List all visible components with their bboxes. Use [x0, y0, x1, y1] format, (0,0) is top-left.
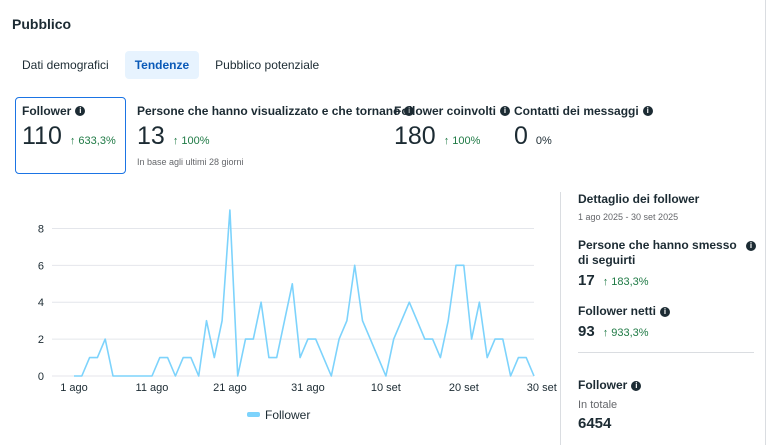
series-line-follower [74, 209, 535, 377]
metric-value: 13 [137, 122, 165, 150]
y-tick-label: 0 [38, 371, 44, 383]
y-tick-label: 6 [38, 260, 44, 272]
metric-label: Follower coinvolti [394, 104, 497, 118]
follower-trend-chart: 0 2 4 6 8 1 ago 11 ago 21 ago 31 ago 10 set 20 set… [0, 190, 560, 440]
info-icon[interactable]: i [642, 106, 653, 116]
metric-card-message-contacts[interactable]: Contatti dei messaggi i 0 0% [514, 97, 653, 151]
page-title: Pubblico [12, 16, 72, 32]
stat-label: Persone che hanno smesso di seguirti [578, 238, 737, 267]
x-tick-label: 11 ago [136, 382, 169, 394]
stat-label: Follower netti [578, 304, 656, 318]
panel-border [765, 0, 766, 445]
net-followers-stat: Follower netti i 93 ↑ 933,3% [578, 304, 756, 340]
info-icon[interactable]: i [660, 306, 670, 317]
stat-sublabel: In totale [578, 399, 618, 411]
metric-change: ↑ 100% [172, 135, 210, 147]
info-icon[interactable]: i [746, 241, 756, 251]
x-tick-label: 31 ago [291, 382, 325, 394]
metric-value: 110 [22, 122, 62, 150]
metric-label: Contatti dei messaggi [514, 104, 639, 118]
x-tick-label: 1 ago [60, 382, 88, 394]
metric-label: Persone che hanno visualizzato e che tor… [137, 104, 401, 118]
chart-svg: 0 2 4 6 8 1 ago 11 ago 21 ago 31 ago 10 set 20 set… [38, 209, 557, 422]
metric-card-returning-viewers[interactable]: Persone che hanno visualizzato e che tor… [137, 97, 415, 167]
tab-bar: Dati demografici Tendenze Pubblico poten… [12, 51, 329, 79]
metric-card-follower[interactable]: Follower i 110 ↑ 633,3% [15, 97, 126, 174]
tab-dati-demografici[interactable]: Dati demografici [22, 58, 109, 72]
side-title: Dettaglio dei follower [578, 192, 700, 206]
side-divider [578, 352, 754, 353]
follower-detail-panel: Dettaglio dei follower 1 ago 2025 - 30 s… [578, 192, 756, 432]
metric-value: 180 [394, 122, 436, 150]
info-icon[interactable]: i [75, 106, 86, 116]
metric-label: Follower [22, 104, 72, 118]
stat-change: ↑ 933,3% [602, 327, 649, 339]
x-tick-label: 20 set [449, 382, 479, 394]
stat-value: 6454 [578, 415, 612, 432]
section-divider [560, 192, 561, 445]
legend-swatch [247, 412, 260, 417]
metric-change: ↑ 100% [443, 135, 481, 147]
metric-card-engaged-followers[interactable]: Follower coinvolti i 180 ↑ 100% [394, 97, 511, 151]
info-icon[interactable]: i [631, 380, 642, 391]
info-icon[interactable]: i [500, 106, 511, 116]
stat-value: 17 [578, 272, 595, 289]
metric-value: 0 [514, 122, 528, 150]
legend-label: Follower [265, 408, 310, 422]
metric-change: 0% [535, 135, 552, 147]
stat-change: ↑ 183,3% [602, 276, 649, 288]
metric-note: In base agli ultimi 28 giorni [137, 157, 244, 167]
y-tick-label: 8 [38, 223, 44, 235]
total-followers-stat: Follower i In totale 6454 [578, 378, 756, 432]
y-tick-label: 4 [38, 297, 44, 309]
x-tick-label: 21 ago [213, 382, 247, 394]
y-tick-label: 2 [38, 334, 44, 346]
tab-tendenze[interactable]: Tendenze [124, 51, 200, 79]
stat-value: 93 [578, 323, 595, 340]
tab-pubblico-potenziale[interactable]: Pubblico potenziale [215, 58, 320, 72]
x-tick-label: 10 set [371, 382, 401, 394]
info-icon[interactable]: i [404, 106, 415, 116]
unfollows-stat: Persone che hanno smesso di seguirti i 1… [578, 238, 756, 289]
x-tick-label: 30 set [527, 382, 557, 394]
metric-change: ↑ 633,3% [69, 135, 116, 147]
stat-label: Follower [578, 378, 628, 392]
date-range: 1 ago 2025 - 30 set 2025 [578, 212, 679, 222]
